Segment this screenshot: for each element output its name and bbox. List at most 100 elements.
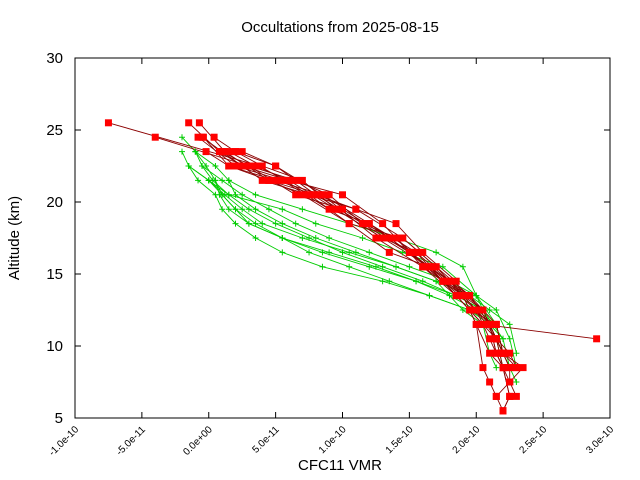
x-tick-label: 3.0e-10	[584, 424, 616, 456]
red-square-marker	[312, 191, 320, 199]
red-square-marker	[194, 133, 202, 141]
green-plus-marker	[199, 163, 206, 169]
red-square-marker	[506, 349, 514, 357]
green-plus-marker	[506, 321, 513, 328]
red-square-marker	[466, 292, 474, 300]
red-square-marker	[593, 335, 601, 343]
red-square-marker	[232, 162, 239, 170]
red-square-marker	[452, 292, 460, 300]
green-plus-marker	[473, 292, 480, 299]
green-plus-marker	[393, 263, 399, 270]
green-plus-marker	[406, 263, 413, 270]
green-plus-marker	[399, 249, 406, 256]
green-plus-marker	[299, 235, 306, 241]
green-plus-marker	[239, 206, 246, 213]
red-square-marker	[325, 205, 333, 213]
y-tick-label: 15	[46, 266, 63, 283]
red-square-marker	[385, 248, 393, 256]
red-square-marker	[506, 392, 514, 400]
red-square-marker	[332, 205, 340, 213]
green-plus-marker	[272, 220, 279, 227]
red-square-marker	[512, 392, 520, 400]
chart-title: Occultations from 2025-08-15	[241, 19, 439, 36]
red-square-marker	[225, 148, 233, 156]
green-plus-marker	[372, 263, 379, 270]
red-profile-line	[201, 136, 517, 368]
green-plus-marker	[192, 148, 199, 155]
x-tick-label: 0.0e+00	[181, 424, 215, 458]
red-square-marker	[506, 364, 514, 372]
green-plus-marker	[326, 235, 333, 241]
green-plus-marker	[419, 278, 426, 285]
red-square-marker	[392, 220, 400, 228]
green-plus-marker	[252, 220, 259, 227]
green-plus-marker	[279, 220, 286, 227]
profile-markers	[104, 119, 601, 415]
green-plus-marker	[252, 191, 259, 198]
red-square-marker	[492, 349, 500, 357]
red-square-marker	[519, 364, 527, 372]
red-square-marker	[151, 133, 159, 141]
green-plus-marker	[413, 278, 420, 285]
green-plus-marker	[312, 220, 319, 227]
red-square-marker	[195, 119, 203, 127]
red-square-marker	[238, 148, 246, 156]
red-square-marker	[479, 306, 487, 314]
green-plus-marker	[352, 249, 359, 256]
green-profile-line	[195, 151, 504, 368]
green-profile-line	[228, 180, 517, 354]
green-plus-marker	[179, 134, 185, 141]
red-square-marker	[225, 162, 233, 170]
green-plus-marker	[219, 177, 226, 184]
green-plus-marker	[379, 278, 386, 285]
green-plus-marker	[245, 220, 252, 227]
green-plus-marker	[366, 263, 373, 270]
red-square-marker	[499, 349, 507, 357]
red-profile-line	[228, 151, 511, 411]
green-plus-marker	[379, 263, 386, 270]
red-square-marker	[486, 378, 494, 386]
red-square-marker	[278, 176, 286, 184]
green-profile-line	[194, 151, 504, 354]
red-square-marker	[298, 176, 306, 184]
green-plus-marker	[319, 249, 326, 256]
red-square-marker	[252, 162, 260, 170]
green-plus-marker	[366, 249, 373, 256]
green-plus-marker	[279, 249, 286, 256]
red-square-marker	[506, 378, 514, 386]
green-plus-marker	[259, 220, 266, 227]
red-square-marker	[345, 220, 353, 228]
green-plus-marker	[346, 263, 353, 270]
green-plus-marker	[459, 307, 466, 313]
red-square-marker	[412, 248, 420, 256]
x-tick-label: 1.5e-10	[384, 424, 416, 456]
red-square-marker	[292, 191, 300, 199]
green-plus-marker	[446, 292, 453, 299]
y-tick-label: 5	[55, 410, 63, 427]
green-plus-marker	[513, 350, 520, 357]
green-plus-marker	[486, 307, 493, 313]
red-square-marker	[218, 148, 226, 156]
red-square-marker	[318, 191, 326, 199]
green-plus-marker	[493, 307, 500, 313]
red-square-marker	[432, 263, 440, 271]
red-square-marker	[419, 248, 427, 256]
green-plus-marker	[245, 206, 252, 213]
y-tick-label: 10	[46, 338, 63, 355]
red-square-marker	[512, 364, 520, 372]
green-plus-marker	[219, 191, 226, 198]
x-tick-label: 1.0e-10	[317, 424, 349, 456]
red-square-marker	[245, 162, 253, 170]
red-square-marker	[202, 148, 210, 156]
green-plus-marker	[513, 379, 520, 385]
green-plus-marker	[265, 206, 272, 213]
red-square-marker	[185, 119, 193, 127]
green-plus-marker	[195, 177, 202, 184]
green-plus-marker	[212, 177, 219, 184]
red-square-marker	[392, 234, 400, 242]
x-tick-label: 5.0e-11	[251, 424, 283, 456]
red-square-marker	[459, 292, 467, 300]
green-plus-marker	[493, 364, 500, 371]
red-square-marker	[472, 306, 480, 314]
